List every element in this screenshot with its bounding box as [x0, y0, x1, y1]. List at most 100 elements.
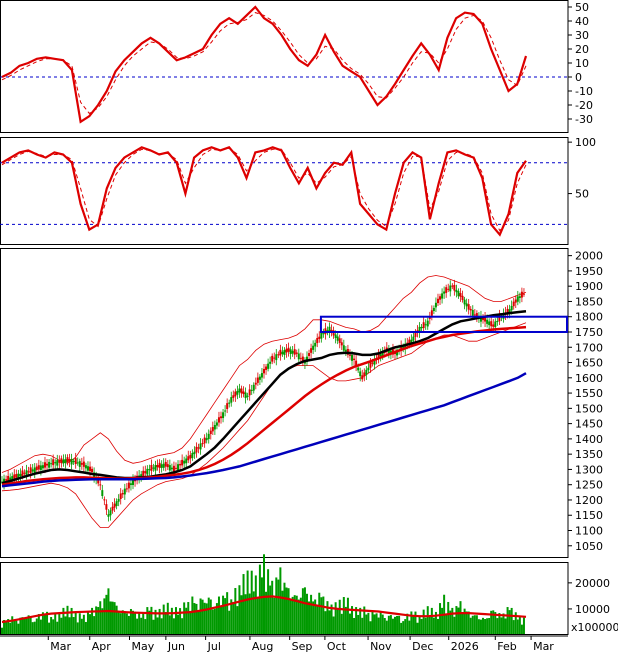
candle-down	[103, 499, 106, 501]
volume-bar	[447, 601, 450, 634]
volume-bar	[402, 621, 405, 634]
volume-bar	[455, 606, 458, 634]
volume-bar	[91, 607, 94, 634]
volume-bar	[86, 612, 89, 634]
volume-bar	[101, 608, 104, 634]
candle-up	[479, 316, 482, 322]
volume-bar	[492, 610, 495, 634]
month-label: Aug	[252, 640, 273, 653]
volume-bar	[426, 606, 429, 634]
volume-bar	[193, 603, 196, 634]
candle-up	[434, 302, 437, 308]
volume-bar	[150, 606, 153, 634]
candle-down	[473, 314, 476, 316]
price-tick-label: 1350	[575, 448, 603, 461]
volume-bar	[269, 585, 272, 634]
candle-up	[402, 346, 405, 348]
volume-bar	[72, 617, 75, 634]
volume-bar	[246, 570, 249, 634]
volume-bar	[232, 601, 235, 634]
volume-bar	[359, 607, 362, 634]
candle-up	[471, 309, 474, 316]
candle-up	[359, 371, 362, 377]
candle-up	[424, 324, 427, 326]
month-label: Sep	[292, 640, 313, 653]
volume-bar	[334, 602, 337, 634]
volume-bar	[303, 587, 306, 634]
candle-up	[387, 349, 390, 354]
volume-bar	[113, 602, 116, 634]
price-tick-label: 1100	[575, 525, 603, 538]
candle-down	[310, 348, 313, 353]
volume-bar	[473, 615, 476, 634]
volume-bar	[277, 579, 280, 634]
volume-bar	[490, 610, 493, 634]
volume-bar	[117, 611, 120, 634]
volume-bar	[465, 611, 468, 634]
candle-down	[220, 416, 223, 419]
candle-up	[185, 458, 188, 464]
volume-bar	[338, 599, 341, 634]
candle-down	[439, 296, 442, 300]
volume-bar	[84, 621, 87, 634]
volume-bar	[242, 574, 245, 634]
volume-bar	[230, 599, 233, 634]
candle-up	[177, 464, 180, 471]
volume-bar	[93, 616, 96, 634]
candle-up	[289, 349, 292, 355]
candle-down	[492, 324, 495, 327]
candle-up	[129, 483, 132, 485]
volume-bar	[351, 606, 354, 634]
volume-bar	[486, 618, 489, 634]
volume-bar	[217, 596, 220, 634]
volume-bar	[121, 610, 124, 634]
candle-down	[287, 347, 290, 352]
candle-down	[144, 471, 147, 474]
volume-bar	[146, 607, 149, 634]
volume-bar	[158, 608, 161, 634]
volume-bar	[197, 610, 200, 634]
oscillator-tick-label: 10	[575, 57, 589, 70]
candle-down	[74, 458, 77, 464]
candle-down	[445, 287, 448, 293]
volume-bar	[410, 611, 413, 634]
candle-up	[441, 293, 444, 299]
volume-bar	[471, 615, 474, 634]
volume-bar	[482, 617, 485, 634]
candle-up	[9, 477, 12, 481]
volume-bar	[115, 605, 118, 634]
volume-bar	[396, 615, 399, 634]
volume-bar	[201, 599, 204, 634]
candle-down	[263, 368, 265, 374]
volume-bar	[496, 618, 499, 634]
volume-bar	[177, 614, 180, 634]
price-tick-label: 1450	[575, 418, 603, 431]
price-tick-label: 1300	[575, 463, 603, 476]
volume-bar	[187, 602, 190, 634]
candle-down	[400, 345, 403, 351]
candle-up	[109, 510, 112, 516]
volume-bar	[70, 607, 73, 634]
volume-bar	[324, 611, 327, 634]
month-label: Mar	[533, 640, 554, 653]
candle-down	[363, 372, 366, 377]
volume-bar	[164, 611, 167, 634]
candle-down	[52, 459, 55, 466]
volume-bar	[340, 613, 343, 634]
volume-bar	[367, 612, 370, 634]
candle-up	[228, 402, 231, 404]
volume-bar	[400, 622, 403, 634]
volume-bar	[385, 620, 388, 634]
candle-down	[189, 454, 192, 459]
candle-down	[21, 470, 24, 477]
volume-bar	[5, 621, 8, 634]
candle-up	[84, 465, 87, 469]
oscillator-tick-label: 50	[575, 1, 589, 14]
volume-bar	[25, 617, 28, 634]
volume-bar	[488, 618, 491, 634]
candle-up	[420, 326, 423, 329]
volume-bar	[31, 622, 34, 634]
candle-up	[238, 388, 241, 393]
candle-down	[308, 353, 311, 357]
volume-bar	[414, 611, 417, 634]
